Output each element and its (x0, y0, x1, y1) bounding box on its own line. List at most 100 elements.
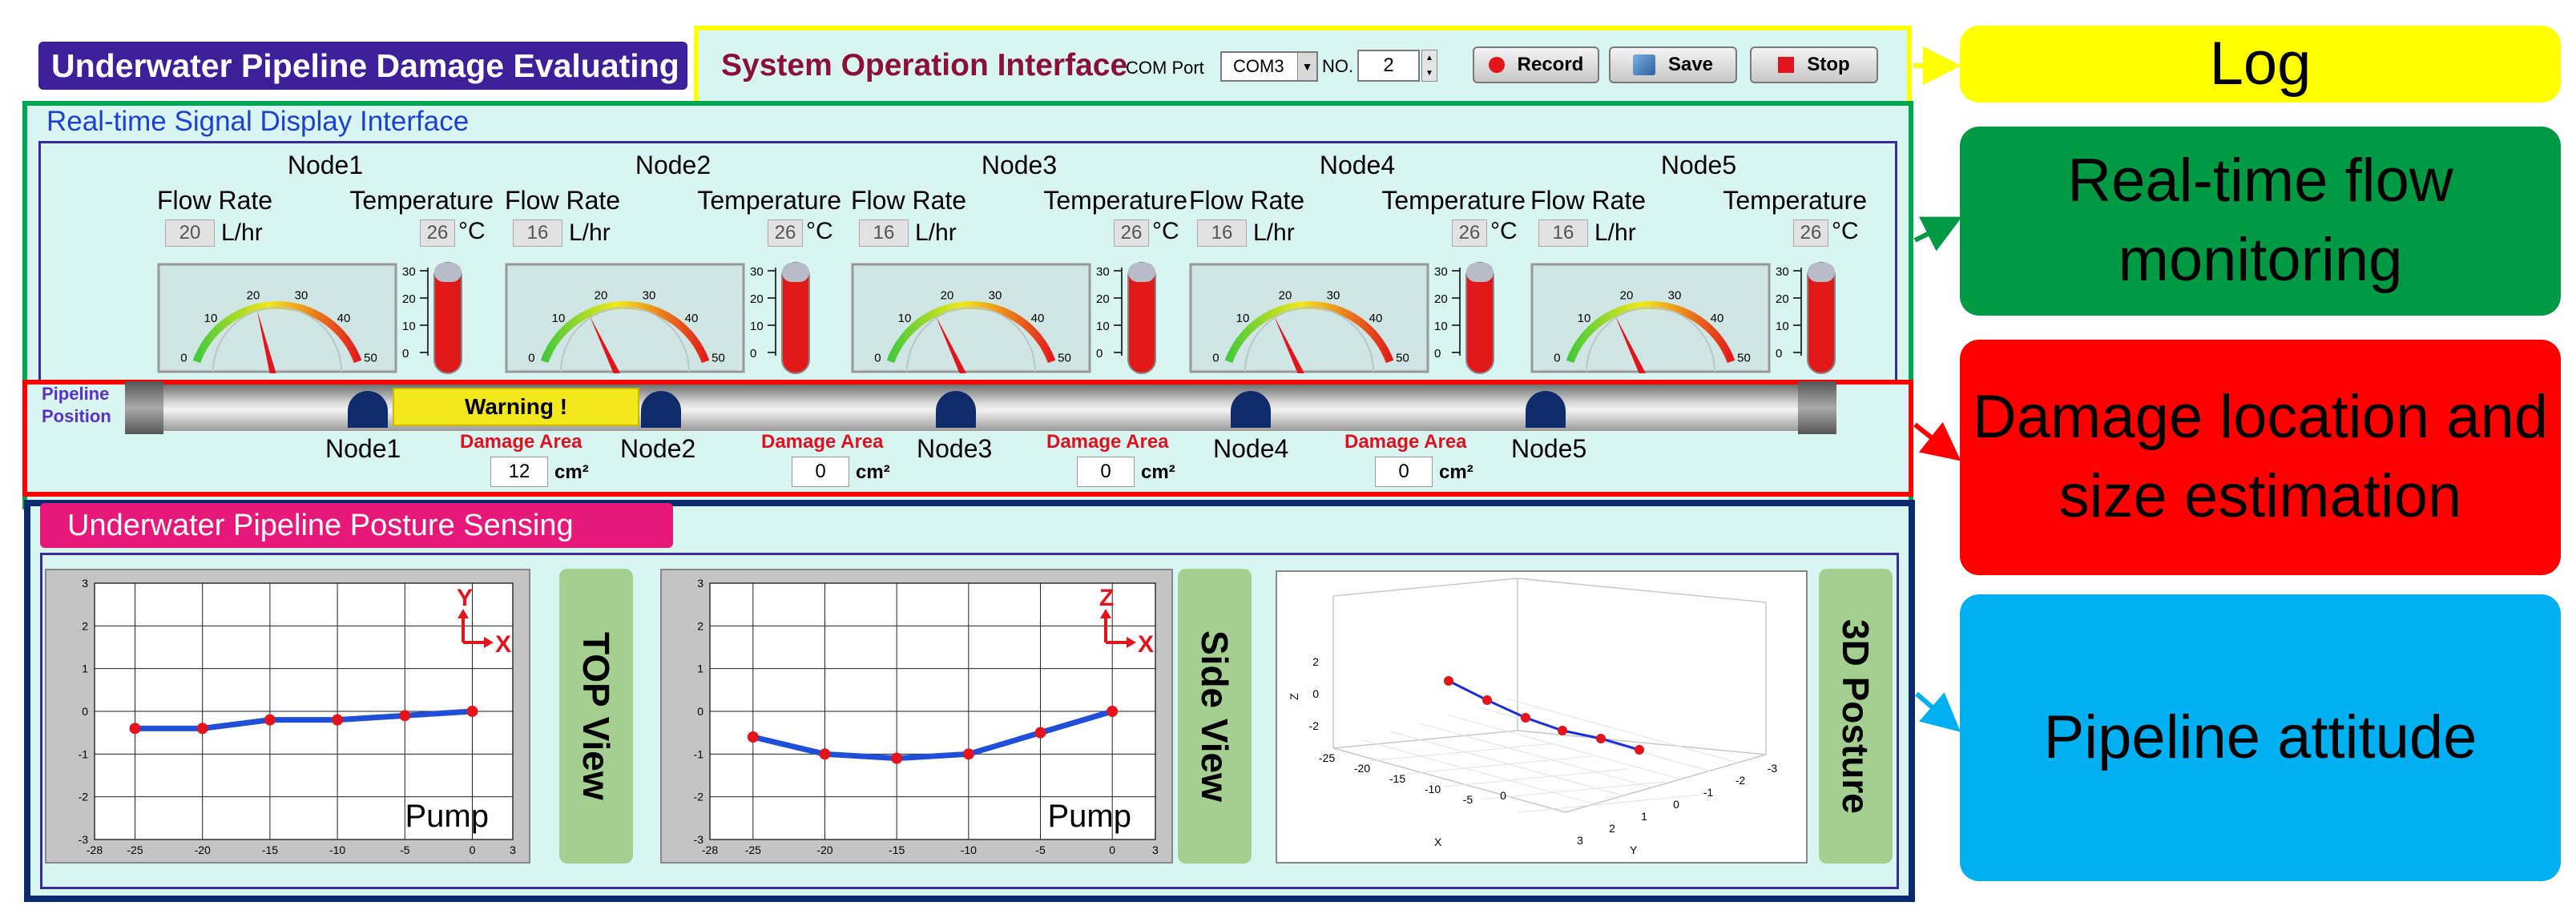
thermo-cap (782, 263, 809, 282)
thermo-tick-label: 10 (1096, 320, 1110, 333)
flow-rate-label: Flow Rate (505, 186, 621, 215)
damage-estimation-label: Damage location and size estimation (1960, 340, 2561, 575)
data-point (891, 752, 903, 764)
stop-button[interactable]: Stop (1750, 46, 1878, 83)
temp-value: 26 (768, 219, 803, 247)
top-view-frame: -28 -25 -20 -15 -10 -5 0 3 3 2 1 0 -1 -2 -3 Y X Pump (45, 569, 530, 864)
x-tick-label: -25 (127, 844, 143, 856)
posture-point (1482, 695, 1492, 705)
gauge-inner-arc (906, 307, 1036, 372)
node-name: Node2 (635, 151, 712, 179)
damage-area-value: 0 (1375, 457, 1433, 487)
x-tick-label: -10 (961, 844, 977, 856)
gauge-tick-label: 10 (552, 312, 566, 325)
gauge-tick-label: 40 (685, 312, 699, 325)
save-button[interactable]: Save (1609, 46, 1737, 83)
x-tick-label: 0 (1109, 844, 1115, 856)
gauge-tick-label: 20 (1279, 289, 1292, 303)
flow-value: 16 (513, 219, 562, 247)
no-stepper[interactable]: ▲ ▼ (1421, 50, 1437, 82)
flow-value: 16 (859, 219, 909, 247)
flow-unit: L/hr (221, 219, 263, 246)
thermo-cap (434, 263, 462, 282)
temperature-label: Temperature (1723, 186, 1867, 215)
thermo-tick-label: 10 (1434, 320, 1448, 333)
thermometer: 30 20 10 0 (402, 262, 462, 374)
gauge-tick-label: 30 (1668, 289, 1682, 303)
side-view-frame: -28 -25 -20 -15 -10 -5 0 3 3 2 1 0 -1 -2 -3 Z X Pump (660, 569, 1173, 864)
pipeline-sensor-2 (641, 391, 681, 428)
flow-unit: L/hr (1594, 219, 1636, 246)
y-tick-label: -2 (79, 791, 89, 803)
side-view-chart: -28 -25 -20 -15 -10 -5 0 3 3 2 1 0 -1 -2 -3 ZX Pump (662, 570, 1171, 862)
gauge-tick-label: 30 (989, 289, 1002, 303)
y-tick-label: 0 (1673, 798, 1679, 811)
flow-rate-label: Flow Rate (1530, 186, 1647, 215)
gauge-tick-label: 10 (1236, 312, 1250, 325)
thermo-tick-label: 30 (1776, 265, 1789, 279)
gauge-tick-label: 40 (1711, 312, 1724, 325)
thermo-tick-label: 0 (1776, 347, 1782, 360)
posture-point (1635, 745, 1644, 755)
thermo-tick-label: 0 (1096, 347, 1103, 360)
warning-indicator: Warning ! (393, 388, 639, 426)
flow-arrow (1913, 216, 1962, 252)
damage-area-label: Damage Area (761, 431, 884, 453)
data-point (962, 748, 974, 760)
realtime-title: Real-time Signal Display Interface (46, 106, 470, 137)
thermo-cap (1808, 263, 1835, 282)
gauge-tick-label: 10 (1578, 312, 1591, 325)
com-port-select[interactable]: COM3 ▼ (1220, 51, 1318, 82)
pipeline-node-label: Node3 (917, 434, 993, 463)
gauge-inner-arc (1586, 307, 1715, 372)
x-tick-label: -5 (1463, 793, 1473, 806)
gauge-tick-label: 10 (204, 312, 218, 325)
series-line (135, 708, 473, 731)
posture-point (1444, 676, 1453, 686)
x-tick-label: 3 (510, 844, 516, 856)
gauge-tick-label: 50 (1396, 352, 1409, 365)
record-icon (1488, 57, 1505, 73)
thermo-tick-label: 20 (750, 292, 764, 306)
box-edge (1517, 730, 1767, 755)
x-tick-label: -25 (1319, 751, 1335, 764)
y-tick-label: -3 (1768, 762, 1778, 775)
y-tick-label: -3 (694, 833, 704, 846)
top-view-chart: -28 -25 -20 -15 -10 -5 0 3 3 2 1 0 -1 -2 -3 YX Pump (46, 570, 529, 862)
y-tick-label: 2 (1609, 822, 1615, 835)
top-view-tab: TOP View (559, 569, 633, 864)
data-point (196, 723, 208, 735)
gauge-face (1189, 263, 1429, 373)
temp-value: 26 (1793, 219, 1828, 247)
damage-area-value: 0 (792, 457, 849, 487)
node-gauge-3: Node3 Flow Rate Temperature 16 L/hr 26 °C 0 10 20… (851, 151, 1187, 374)
posture-line (1448, 679, 1640, 751)
thermo-tick-label: 10 (402, 320, 416, 333)
posture-point (1558, 726, 1567, 735)
data-point (466, 706, 478, 717)
chevron-down-icon[interactable]: ▼ (1297, 53, 1316, 80)
thermo-tick-label: 0 (402, 347, 409, 360)
box-edge (1332, 730, 1518, 749)
thermo-tick-label: 0 (1434, 347, 1441, 360)
y-tick-label: 2 (82, 619, 88, 632)
thermo-tick-label: 20 (1776, 292, 1789, 306)
flow-rate-label: Flow Rate (1189, 186, 1305, 215)
flow-gauge: 0 10 20 30 40 50 (851, 263, 1091, 373)
gauge-tick-label: 0 (1212, 352, 1219, 365)
y-axis-label: Y (1630, 844, 1638, 856)
no-input[interactable]: 2 (1357, 50, 1420, 82)
save-icon (1632, 54, 1655, 75)
temp-unit: °C (806, 218, 833, 244)
flow-gauge: 0 10 20 30 40 50 (157, 263, 397, 373)
gauge-tick-label: 30 (643, 289, 656, 303)
flow-gauge: 0 10 20 30 40 50 (1189, 263, 1429, 373)
z-axis-label: Z (1288, 693, 1300, 700)
thermo-tick-label: 10 (1776, 320, 1789, 333)
record-button[interactable]: Record (1473, 46, 1599, 83)
flow-unit: L/hr (915, 219, 957, 246)
x-tick-label: -10 (329, 844, 345, 856)
y-tick-label: 3 (82, 577, 88, 590)
node-gauge-1: Node1 Flow Rate Temperature 20 L/hr 26 °C 0 10 20… (157, 151, 494, 374)
pipeline-node-label: Node1 (325, 434, 401, 463)
